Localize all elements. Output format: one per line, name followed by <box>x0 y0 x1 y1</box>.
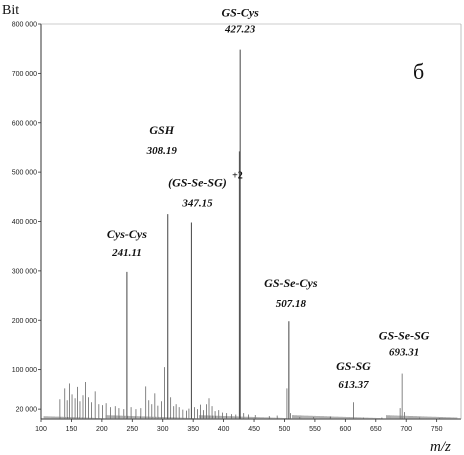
y-tick-label: 500 000 <box>12 170 37 177</box>
x-tick-label: 250 <box>126 426 138 433</box>
peak-label-name: (GS-Se-SG) <box>168 175 227 189</box>
x-tick-label: 750 <box>431 426 443 433</box>
peak-label-name: Cys-Cys <box>107 227 147 241</box>
x-tick-label: 400 <box>218 426 230 433</box>
y-tick-label: 200 000 <box>12 318 37 325</box>
y-tick-label: 300 000 <box>12 268 37 275</box>
peak-label-mz: 347.15 <box>181 197 213 209</box>
peak-label-name: GSH <box>149 123 174 137</box>
peak-label-mz: 613.37 <box>338 379 369 391</box>
peak-label-name: GS-Se-Cys <box>264 276 318 290</box>
peak-label-name: GS-Se-SG <box>379 329 430 343</box>
x-tick-label: 600 <box>340 426 352 433</box>
peak-label-mz: 308.19 <box>146 145 178 157</box>
peak-label-mz: 693.31 <box>389 347 419 359</box>
x-tick-label: 550 <box>309 426 321 433</box>
x-tick-label: 450 <box>248 426 260 433</box>
spectrum-peaks <box>43 49 458 419</box>
x-tick-label: 200 <box>96 426 108 433</box>
peak-annotations: Cys-Cys 241.11 GSH 308.19 (GS-Se-SG) 347.15 +2… <box>107 6 430 392</box>
y-tick-label: 700 000 <box>12 71 37 78</box>
x-tick-label: 150 <box>66 426 78 433</box>
x-tick-label: 500 <box>279 426 291 433</box>
x-axis-label: m/z <box>430 439 451 455</box>
x-tick-label: 300 <box>157 426 169 433</box>
peak-label-mz: 507.18 <box>276 298 307 310</box>
x-tick-label: 700 <box>400 426 412 433</box>
y-axis-ticks: 20 000 100 000 200 000 300 000 400 000 500 00… <box>12 22 41 414</box>
x-tick-label: 100 <box>35 426 47 433</box>
peak-label-mz: 427.23 <box>224 24 256 36</box>
peak-label-name: GS-SG <box>336 359 371 373</box>
peak-label-mz: 241.11 <box>111 247 142 259</box>
panel-letter: б <box>413 59 424 84</box>
x-tick-label: 650 <box>370 426 382 433</box>
x-axis-ticks: 100 150 200 250 300 350 400 450 500 550 600 650 700 7… <box>35 419 443 433</box>
axes <box>40 23 462 420</box>
y-tick-label: 600 000 <box>12 120 37 127</box>
y-axis-label: Bit <box>2 3 19 18</box>
x-tick-label: 350 <box>187 426 199 433</box>
peak-label-name: GS-Cys <box>222 6 260 20</box>
y-tick-label: 100 000 <box>12 367 37 374</box>
y-tick-label: 400 000 <box>12 219 37 226</box>
peak-label-charge: +2 <box>232 170 243 181</box>
y-tick-label: 800 000 <box>12 22 37 29</box>
y-tick-label: 20 000 <box>16 407 38 414</box>
